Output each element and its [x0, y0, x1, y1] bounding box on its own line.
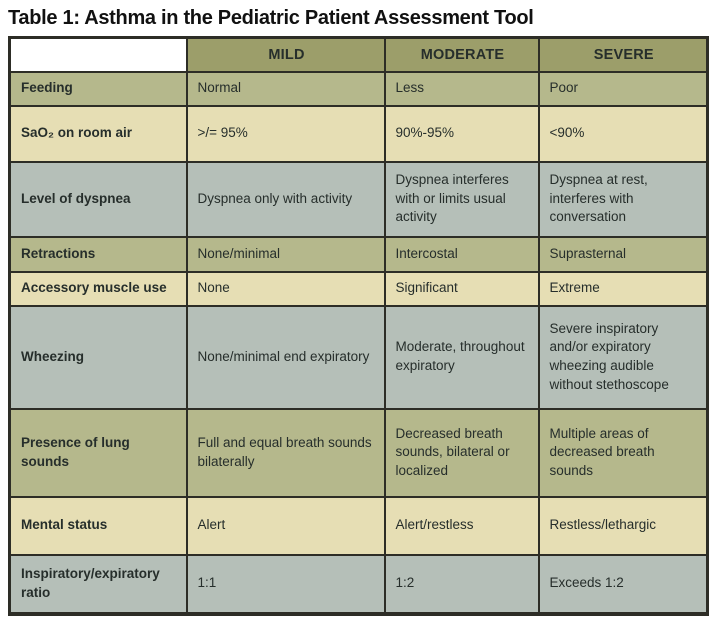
cell-severe: Extreme: [537, 270, 709, 307]
row-label-mental-status: Mental status: [8, 495, 188, 556]
page-title: Table 1: Asthma in the Pediatric Patient…: [8, 7, 534, 29]
row-label-lung-sounds: Presence of lung sounds: [8, 407, 188, 498]
asthma-assessment-table: MILD MODERATE SEVERE Feeding Normal Less…: [8, 36, 709, 616]
header-moderate: MODERATE: [383, 36, 540, 73]
cell-severe: Restless/lethargic: [537, 495, 709, 556]
cell-mild: None/minimal: [185, 235, 386, 273]
cell-moderate: 90%-95%: [383, 104, 540, 163]
table-row: SaO₂ on room air >/= 95% 90%-95% <90%: [8, 104, 709, 163]
row-label-feeding: Feeding: [8, 70, 188, 107]
cell-mild: None: [185, 270, 386, 307]
row-label-accessory-muscle: Accessory muscle use: [8, 270, 188, 307]
cell-severe: Dyspnea at rest, interferes with convers…: [537, 160, 709, 238]
cell-mild: Dyspnea only with activity: [185, 160, 386, 238]
table-header-row: MILD MODERATE SEVERE: [8, 36, 709, 73]
cell-severe: Suprasternal: [537, 235, 709, 273]
cell-moderate: Dyspnea interferes with or limits usual …: [383, 160, 540, 238]
cell-severe: Multiple areas of decreased breath sound…: [537, 407, 709, 498]
cell-moderate: 1:2: [383, 553, 540, 615]
table-row: Accessory muscle use None Significant Ex…: [8, 270, 709, 307]
cell-severe: Severe inspiratory and/or expiratory whe…: [537, 304, 709, 410]
row-label-wheezing: Wheezing: [8, 304, 188, 410]
table-row: Wheezing None/minimal end expiratory Mod…: [8, 304, 709, 410]
cell-moderate: Intercostal: [383, 235, 540, 273]
cell-mild: Full and equal breath sounds bilaterally: [185, 407, 386, 498]
row-label-ie-ratio: Inspiratory/expiratory ratio: [8, 553, 188, 615]
table-row: Presence of lung sounds Full and equal b…: [8, 407, 709, 498]
cell-mild: Alert: [185, 495, 386, 556]
header-corner-cell: [8, 36, 188, 73]
cell-moderate: Less: [383, 70, 540, 107]
cell-mild: >/= 95%: [185, 104, 386, 163]
cell-moderate: Decreased breath sounds, bilateral or lo…: [383, 407, 540, 498]
table-row: Inspiratory/expiratory ratio 1:1 1:2 Exc…: [8, 553, 709, 615]
cell-mild: Normal: [185, 70, 386, 107]
cell-severe: <90%: [537, 104, 709, 163]
cell-mild: None/minimal end expiratory: [185, 304, 386, 410]
row-label-retractions: Retractions: [8, 235, 188, 273]
cell-moderate: Alert/restless: [383, 495, 540, 556]
row-label-dyspnea: Level of dyspnea: [8, 160, 188, 238]
header-mild: MILD: [185, 36, 386, 73]
table-row: Level of dyspnea Dyspnea only with activ…: [8, 160, 709, 238]
cell-moderate: Significant: [383, 270, 540, 307]
cell-severe: Poor: [537, 70, 709, 107]
cell-mild: 1:1: [185, 553, 386, 615]
row-label-sao2: SaO₂ on room air: [8, 104, 188, 163]
cell-moderate: Moderate, throughout expiratory: [383, 304, 540, 410]
cell-severe: Exceeds 1:2: [537, 553, 709, 615]
table-row: Feeding Normal Less Poor: [8, 70, 709, 107]
table-row: Retractions None/minimal Intercostal Sup…: [8, 235, 709, 273]
table-row: Mental status Alert Alert/restless Restl…: [8, 495, 709, 556]
header-severe: SEVERE: [537, 36, 709, 73]
